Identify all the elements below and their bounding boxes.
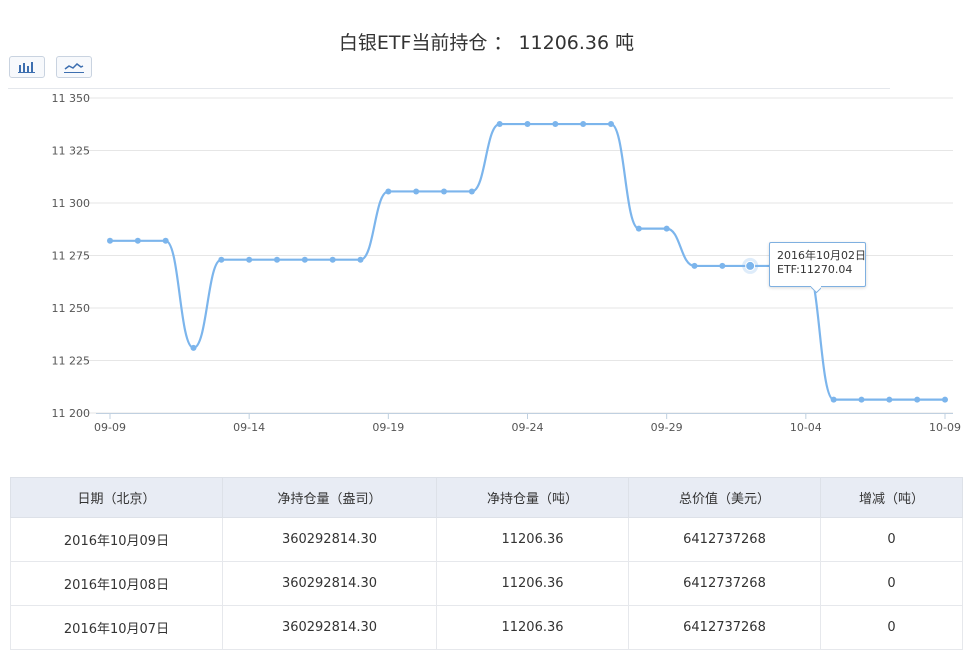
data-point bbox=[190, 344, 197, 351]
cell-date: 2016年10月09日 bbox=[10, 517, 223, 562]
cell-tonnes: 11206.36 bbox=[436, 605, 629, 650]
cell-change: 0 bbox=[820, 605, 963, 650]
cell-date: 2016年10月07日 bbox=[10, 605, 223, 650]
data-point bbox=[413, 188, 420, 195]
bar-chart-icon bbox=[18, 61, 36, 73]
data-point bbox=[719, 262, 726, 269]
y-tick-label: 11 250 bbox=[52, 302, 91, 315]
data-point bbox=[329, 256, 336, 263]
tooltip-date: 2016年10月02日 bbox=[777, 249, 866, 262]
x-tick-label: 09-09 bbox=[94, 421, 126, 434]
data-point bbox=[552, 121, 559, 128]
col-header-total-value: 总价值（美元） bbox=[628, 477, 821, 518]
table-row: 2016年10月09日 360292814.30 11206.36 641273… bbox=[10, 517, 963, 562]
data-point bbox=[441, 188, 447, 195]
cell-ounces: 360292814.30 bbox=[222, 561, 437, 606]
y-tick-label: 11 300 bbox=[52, 197, 91, 210]
y-tick-label: 11 350 bbox=[52, 92, 91, 105]
page-title: 白银ETF当前持仓 ： 11206.36 吨 bbox=[0, 28, 963, 55]
cell-total-value: 6412737268 bbox=[628, 605, 821, 650]
x-tick-label: 09-24 bbox=[512, 421, 544, 434]
x-tick-label: 09-19 bbox=[372, 421, 404, 434]
tooltip-pointer bbox=[811, 286, 821, 296]
col-header-change: 增减（吨） bbox=[820, 477, 963, 518]
data-point bbox=[301, 256, 308, 263]
y-tick-label: 11 275 bbox=[52, 250, 91, 263]
data-point bbox=[914, 396, 921, 403]
data-point bbox=[468, 188, 475, 195]
cell-change: 0 bbox=[820, 561, 963, 606]
chart-tooltip: 2016年10月02日 ETF:11270.04 bbox=[769, 242, 866, 287]
col-header-date: 日期（北京） bbox=[10, 477, 223, 518]
holdings-line-chart: 11 200 11 225 11 250 11 275 11 300 11 325 11 3… bbox=[52, 92, 961, 434]
current-holding-value: 11206.36 吨 bbox=[518, 32, 635, 54]
y-tick-label: 11 225 bbox=[52, 355, 91, 368]
cell-date: 2016年10月08日 bbox=[10, 561, 223, 606]
data-point bbox=[580, 121, 587, 128]
data-point bbox=[162, 237, 169, 244]
data-point bbox=[858, 396, 865, 403]
data-point bbox=[886, 396, 893, 403]
cell-total-value: 6412737268 bbox=[628, 561, 821, 606]
bar-chart-button[interactable] bbox=[9, 56, 45, 78]
tooltip-value: ETF:11270.04 bbox=[777, 263, 853, 276]
cell-total-value: 6412737268 bbox=[628, 517, 821, 562]
holdings-table: 日期（北京） 净持仓量（盎司） 净持仓量（吨） 总价值（美元） 增减（吨） 20… bbox=[10, 477, 963, 650]
x-tick-label: 10-04 bbox=[790, 421, 822, 434]
data-point bbox=[385, 188, 392, 195]
title-label: 白银ETF当前持仓 ： bbox=[338, 32, 513, 54]
col-header-tonnes: 净持仓量（吨） bbox=[436, 477, 629, 518]
cell-ounces: 360292814.30 bbox=[222, 517, 437, 562]
cell-tonnes: 11206.36 bbox=[436, 517, 629, 562]
data-point bbox=[635, 225, 642, 232]
x-tick-label: 09-14 bbox=[233, 421, 265, 434]
y-tick-label: 11 200 bbox=[52, 407, 91, 420]
col-header-ounces: 净持仓量（盎司） bbox=[222, 477, 437, 518]
x-tick-label: 09-29 bbox=[651, 421, 683, 434]
data-point bbox=[830, 396, 837, 403]
highlight-point bbox=[745, 260, 756, 271]
cell-tonnes: 11206.36 bbox=[436, 561, 629, 606]
data-point bbox=[274, 256, 280, 263]
data-point bbox=[246, 256, 253, 263]
data-point bbox=[134, 237, 141, 244]
table-header-row: 日期（北京） 净持仓量（盎司） 净持仓量（吨） 总价值（美元） 增减（吨） bbox=[10, 477, 963, 518]
table-row: 2016年10月07日 360292814.30 11206.36 641273… bbox=[10, 605, 963, 650]
data-point bbox=[107, 237, 113, 244]
cell-ounces: 360292814.30 bbox=[222, 605, 437, 650]
data-point bbox=[357, 256, 364, 263]
table-row: 2016年10月08日 360292814.30 11206.36 641273… bbox=[10, 561, 963, 606]
line-chart-button[interactable] bbox=[56, 56, 92, 78]
data-point bbox=[496, 121, 503, 128]
y-tick-label: 11 325 bbox=[52, 145, 91, 158]
x-tick-label: 10-09 bbox=[929, 421, 961, 434]
data-point bbox=[663, 225, 670, 232]
line-chart-icon bbox=[64, 61, 84, 73]
data-point bbox=[218, 256, 225, 263]
data-point bbox=[942, 396, 948, 403]
toolbar-divider bbox=[8, 88, 890, 89]
data-point bbox=[524, 121, 531, 128]
data-point bbox=[691, 262, 698, 269]
data-point bbox=[608, 121, 614, 128]
cell-change: 0 bbox=[820, 517, 963, 562]
